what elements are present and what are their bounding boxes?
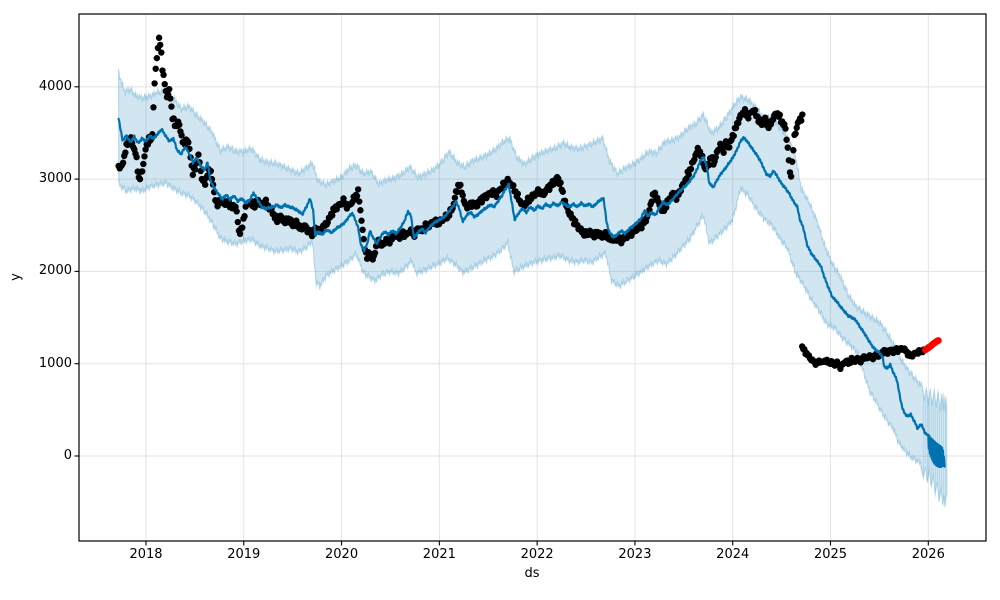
x-tick-label: 2020 xyxy=(325,547,359,562)
y-tick-label: 1000 xyxy=(38,355,72,371)
x-tick-label: 2023 xyxy=(618,547,652,562)
x-tick-label: 2022 xyxy=(520,547,554,562)
y-tick-label: 4000 xyxy=(38,78,72,94)
x-tick-label: 2018 xyxy=(129,547,163,562)
x-tick-label: 2019 xyxy=(227,547,261,562)
y-axis-label: y xyxy=(8,273,24,281)
x-tick-label: 2024 xyxy=(716,547,750,562)
y-tick-label: 0 xyxy=(63,447,72,463)
x-axis-label: ds xyxy=(524,566,540,581)
x-tick-label: 2025 xyxy=(813,547,848,562)
x-tick-label: 2021 xyxy=(422,547,456,562)
x-tick-label: 2026 xyxy=(911,547,945,562)
y-tick-label: 3000 xyxy=(38,171,72,187)
y-tick-label: 2000 xyxy=(38,263,72,279)
